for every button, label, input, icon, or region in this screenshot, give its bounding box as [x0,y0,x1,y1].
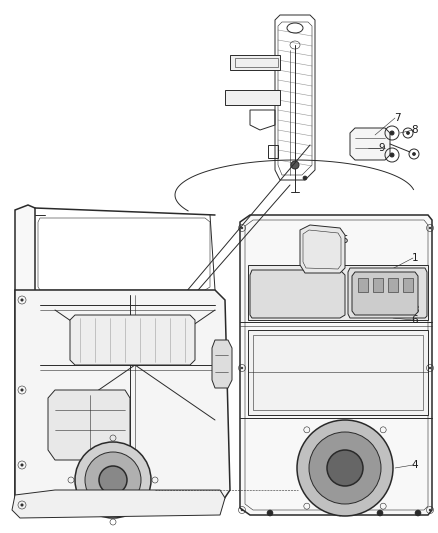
Circle shape [21,389,23,391]
Text: 2: 2 [367,280,373,290]
Text: 3: 3 [412,305,418,315]
Circle shape [377,510,383,516]
Text: 8: 8 [412,125,418,135]
Circle shape [390,131,394,135]
Polygon shape [212,340,232,388]
Circle shape [429,367,431,369]
Circle shape [303,176,307,180]
Circle shape [241,227,243,229]
Text: 7: 7 [394,113,400,123]
Circle shape [309,432,381,504]
Circle shape [241,367,243,369]
Polygon shape [388,278,398,292]
Circle shape [21,464,23,466]
Polygon shape [240,215,432,515]
Polygon shape [12,490,225,518]
Polygon shape [350,128,390,160]
Polygon shape [15,205,35,515]
Circle shape [390,153,394,157]
Circle shape [327,450,363,486]
Polygon shape [373,278,383,292]
Text: 6: 6 [412,315,418,325]
Polygon shape [248,265,428,320]
Circle shape [413,152,416,156]
Text: 9: 9 [379,143,385,153]
Text: 5: 5 [342,235,348,245]
Circle shape [267,510,273,516]
Circle shape [337,510,343,516]
Text: 4: 4 [412,460,418,470]
Polygon shape [358,278,368,292]
Circle shape [21,299,23,301]
Circle shape [291,161,299,169]
Polygon shape [300,225,345,273]
Polygon shape [225,90,280,105]
Circle shape [241,509,243,511]
Text: 1: 1 [412,253,418,263]
Circle shape [99,466,127,494]
Polygon shape [48,390,130,460]
Circle shape [75,442,151,518]
Circle shape [297,420,393,516]
Polygon shape [348,268,427,318]
Polygon shape [15,290,230,510]
Circle shape [406,132,410,134]
Circle shape [85,452,141,508]
Circle shape [21,504,23,506]
Circle shape [415,510,421,516]
Circle shape [429,509,431,511]
Polygon shape [250,270,345,318]
Polygon shape [248,330,428,415]
Polygon shape [352,272,418,315]
Polygon shape [230,55,280,70]
Circle shape [429,227,431,229]
Polygon shape [70,315,195,365]
Polygon shape [403,278,413,292]
